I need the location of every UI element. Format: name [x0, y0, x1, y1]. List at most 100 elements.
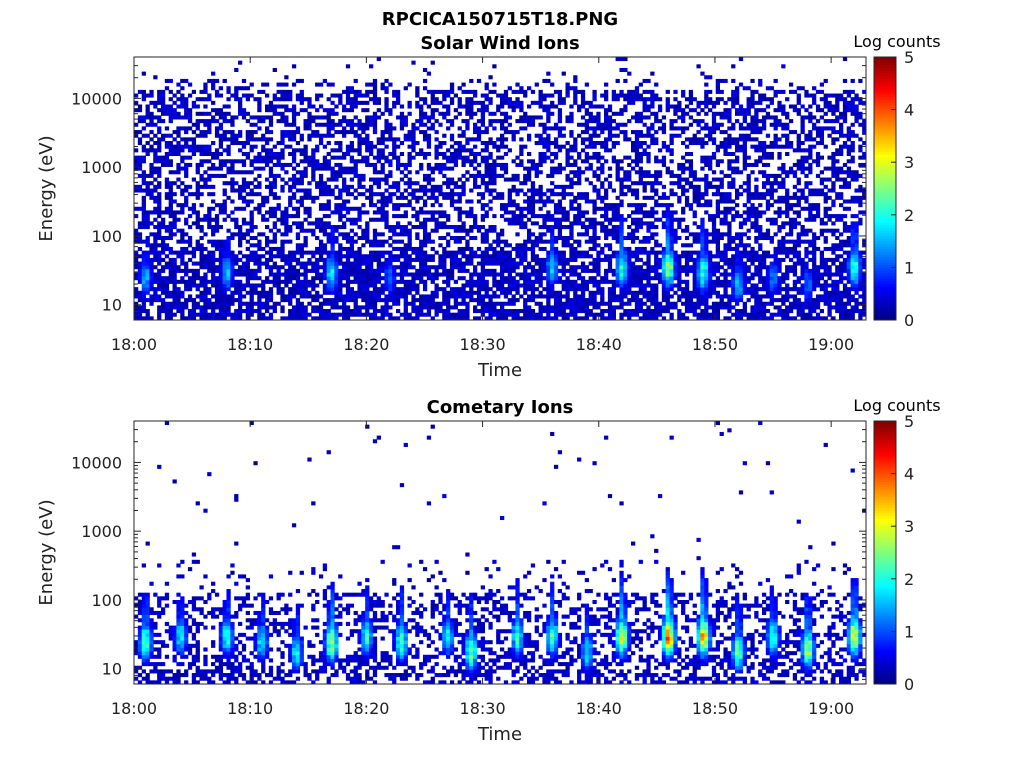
spectrogram-cell	[615, 217, 620, 222]
spectrogram-cell	[630, 97, 636, 102]
spectrogram-cell	[623, 93, 628, 98]
spectrogram-cell	[503, 206, 509, 211]
spectrogram-cell	[180, 305, 185, 310]
spectrogram-cell	[268, 166, 274, 171]
spectrogram-cell	[338, 312, 343, 317]
spectrogram-cell	[195, 287, 200, 292]
spectrogram-cell	[168, 206, 173, 211]
spectrogram-cell	[457, 151, 462, 157]
spectrogram-cell	[596, 151, 601, 157]
spectrogram-cell	[569, 254, 574, 259]
spectrogram-cell	[604, 115, 609, 120]
spectrogram-cell	[268, 192, 274, 197]
spectrogram-cell	[623, 279, 628, 284]
spectrogram-cell	[284, 82, 289, 87]
spectrogram-cell	[557, 298, 563, 303]
spectrogram-cell	[538, 122, 543, 127]
spectrogram-cell	[307, 290, 312, 295]
spectrogram-cell	[473, 265, 478, 270]
spectrogram-cell	[218, 210, 224, 215]
spectrogram-cell	[380, 111, 385, 116]
spectrogram-cell	[569, 272, 574, 277]
spectrogram-cell	[553, 239, 559, 244]
spectrogram-cell	[137, 159, 143, 164]
spectrogram-cell	[526, 276, 532, 281]
spectrogram-cell	[353, 148, 358, 153]
spectrogram-cell	[153, 159, 158, 164]
spectrogram-cell	[160, 100, 166, 105]
spectrogram-cell	[149, 119, 154, 124]
spectrogram-cell	[638, 151, 643, 157]
spectrogram-cell	[303, 235, 308, 241]
spectrogram-cell	[164, 287, 170, 292]
spectrogram-cell	[380, 283, 385, 288]
spectrogram-cell	[519, 119, 524, 124]
spectrogram-cell	[419, 309, 424, 314]
spectrogram-cell	[446, 192, 451, 197]
spectrogram-cell	[234, 312, 239, 317]
spectrogram-cell	[384, 144, 389, 149]
spectrogram-cell	[280, 210, 285, 215]
spectrogram-cell	[384, 188, 389, 193]
spectrogram-cell	[284, 206, 289, 211]
spectrogram-cell	[376, 309, 381, 314]
spectrogram-cell	[596, 206, 601, 211]
spectrogram-cell	[280, 279, 285, 284]
spectrogram-cell	[461, 287, 466, 292]
spectrogram-cell	[580, 159, 586, 164]
spectrogram-cell	[141, 214, 146, 219]
spectrogram-cell	[526, 115, 532, 120]
spectrogram-cell	[611, 203, 616, 208]
spectrogram-cell	[160, 301, 166, 306]
spectrogram-cell	[199, 305, 204, 310]
spectrogram-cell	[523, 239, 528, 244]
spectrogram-cell	[199, 151, 204, 157]
spectrogram-cell	[276, 268, 281, 273]
spectrogram-cell	[511, 221, 516, 226]
spectrogram-cell	[526, 137, 532, 142]
spectrogram-cell	[307, 159, 312, 164]
spectrogram-cell	[588, 100, 593, 105]
spectrogram-cell	[461, 184, 466, 189]
spectrogram-cell	[268, 130, 274, 135]
spectrogram-cell	[642, 294, 647, 299]
spectrogram-cell	[446, 225, 451, 230]
spectrogram-cell	[365, 261, 370, 266]
spectrogram-cell	[353, 93, 358, 98]
spectrogram-cell	[588, 155, 593, 160]
spectrogram-cell	[411, 316, 416, 321]
spectrogram-cell	[357, 159, 362, 164]
spectrogram-cell	[507, 276, 512, 281]
spectrogram-cell	[534, 82, 539, 87]
spectrogram-cell	[538, 199, 543, 204]
spectrogram-cell	[430, 170, 435, 175]
spectrogram-cell	[284, 272, 289, 277]
spectrogram-cell	[534, 316, 539, 321]
spectrogram-cell	[257, 312, 262, 317]
spectrogram-cell	[172, 272, 177, 277]
spectrogram-cell	[141, 159, 146, 164]
spectrogram-cell	[257, 298, 262, 303]
spectrogram-cell	[553, 250, 559, 255]
spectrogram-cell	[446, 279, 451, 284]
spectrogram-cell	[137, 309, 143, 314]
spectrogram-cell	[211, 155, 216, 160]
spectrogram-cell	[546, 272, 551, 277]
spectrogram-cell	[272, 305, 277, 310]
spectrogram-cell	[318, 177, 324, 182]
spectrogram-cell	[426, 232, 432, 237]
spectrogram-cell	[168, 246, 173, 251]
spectrogram-cell	[596, 133, 601, 138]
spectrogram-cell	[634, 265, 640, 270]
spectrogram-cell	[561, 239, 566, 244]
spectrogram-cell	[607, 166, 613, 171]
spectrogram-cell	[388, 290, 393, 295]
spectrogram-cell	[488, 141, 493, 146]
spectrogram-cell	[191, 151, 197, 157]
spectrogram-cell	[515, 309, 520, 314]
spectrogram-cell	[526, 170, 532, 175]
spectrogram-cell	[546, 173, 551, 178]
spectrogram-cell	[376, 148, 381, 153]
spectrogram-cell	[488, 122, 493, 127]
spectrogram-cell	[604, 257, 609, 262]
